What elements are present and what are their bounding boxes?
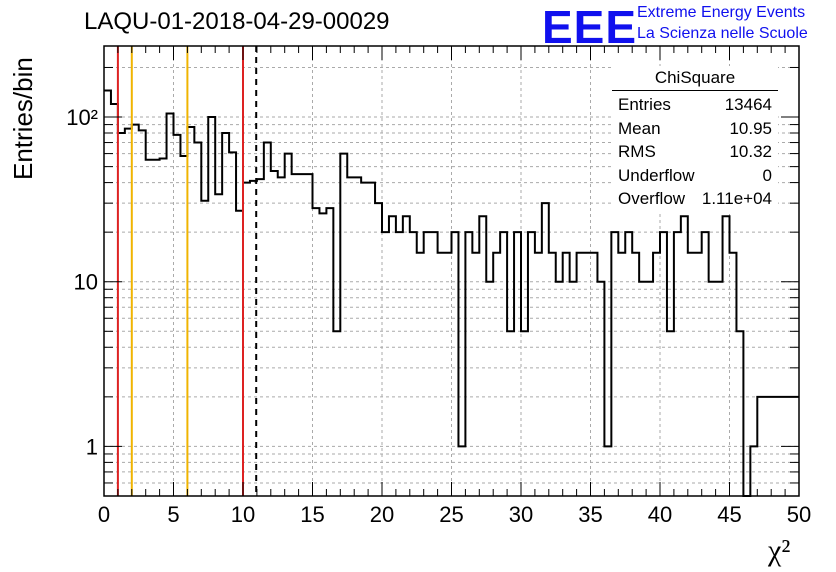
chart-title: LAQU-01-2018-04-29-00029	[84, 8, 390, 35]
y-axis-label: Entries/bin	[8, 57, 38, 180]
x-tick-label: 50	[787, 502, 811, 527]
x-tick-label: 25	[439, 502, 463, 527]
stat-row-overflow: Overflow 1.11e+04	[612, 187, 778, 211]
logo-subtitle-1: Extreme Energy Events	[637, 4, 806, 21]
stat-row-entries: Entries 13464	[612, 93, 778, 117]
x-tick-label: 0	[98, 502, 110, 527]
x-tick-label: 20	[370, 502, 394, 527]
stat-name: Underflow	[618, 165, 695, 185]
histogram-series	[104, 89, 799, 497]
stat-name: Overflow	[618, 189, 686, 208]
x-tick-label: 40	[648, 502, 672, 527]
x-tick-label: 30	[509, 502, 533, 527]
stat-row-mean: Mean 10.95	[612, 117, 778, 141]
stat-value: 0	[762, 165, 772, 185]
y-tick-label: 10	[74, 270, 98, 295]
x-tick-label: 35	[578, 502, 602, 527]
y-tick-label: 1	[86, 434, 98, 459]
stat-name: RMS	[618, 142, 656, 161]
x-tick-label: 45	[717, 502, 741, 527]
x-axis-label: χ²	[768, 534, 791, 567]
stats-box: ChiSquare Entries 13464 Mean 10.95 RMS 1…	[612, 66, 778, 211]
stat-name: Entries	[618, 95, 671, 114]
stat-row-underflow: Underflow 0	[612, 164, 778, 188]
y-tick-label: 10²	[66, 105, 98, 130]
stat-row-rms: RMS 10.32	[612, 140, 778, 164]
stat-value: 10.32	[729, 142, 772, 161]
stat-name: Mean	[618, 118, 661, 138]
stat-value: 13464	[724, 95, 772, 114]
eee-logo: EEE	[542, 1, 638, 53]
stat-value: 1.11e+04	[701, 189, 772, 208]
x-tick-label: 5	[167, 502, 179, 527]
logo-subtitle-2: La Scienza nelle Scuole	[637, 25, 808, 42]
x-tick-label: 15	[300, 502, 324, 527]
x-tick-label: 10	[231, 502, 255, 527]
stat-value: 10.95	[729, 118, 772, 138]
stats-title: ChiSquare	[612, 66, 778, 91]
